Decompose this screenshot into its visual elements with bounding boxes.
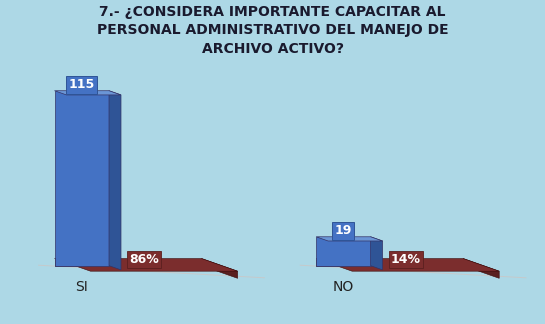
Polygon shape — [109, 91, 121, 270]
Text: 7.- ¿CONSIDERA IMPORTANTE CAPACITAR AL
PERSONAL ADMINISTRATIVO DEL MANEJO DE
ARC: 7.- ¿CONSIDERA IMPORTANTE CAPACITAR AL P… — [96, 5, 449, 56]
Polygon shape — [371, 237, 383, 270]
Polygon shape — [38, 265, 265, 278]
Text: 115: 115 — [69, 78, 95, 91]
Polygon shape — [316, 237, 383, 241]
Polygon shape — [463, 259, 499, 278]
Polygon shape — [316, 259, 463, 266]
Polygon shape — [316, 259, 499, 271]
Polygon shape — [54, 259, 238, 271]
Polygon shape — [316, 237, 371, 266]
Polygon shape — [202, 259, 238, 278]
Polygon shape — [300, 265, 526, 278]
Text: SI: SI — [75, 280, 88, 294]
Text: 14%: 14% — [391, 253, 421, 266]
Polygon shape — [54, 91, 121, 95]
Text: 86%: 86% — [129, 253, 159, 266]
Text: 19: 19 — [335, 225, 352, 237]
Polygon shape — [54, 91, 109, 266]
Text: NO: NO — [333, 280, 354, 294]
Polygon shape — [54, 259, 202, 266]
